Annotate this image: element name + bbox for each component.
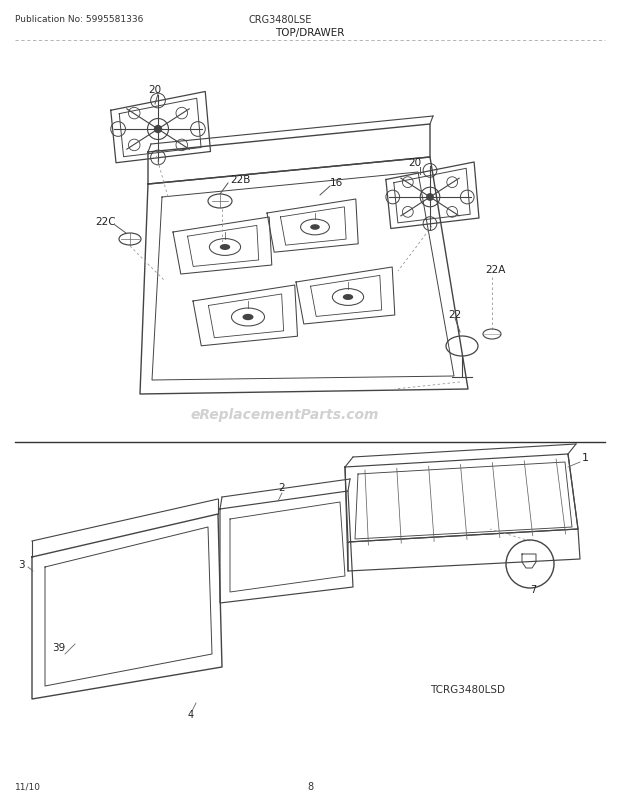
Text: 1: 1 <box>582 452 589 463</box>
Text: 22: 22 <box>448 310 461 320</box>
Text: 8: 8 <box>307 781 313 791</box>
Text: 22C: 22C <box>95 217 115 227</box>
Text: CRG3480LSE: CRG3480LSE <box>249 15 312 25</box>
Text: 22A: 22A <box>485 265 505 274</box>
Text: 11/10: 11/10 <box>15 781 41 791</box>
Ellipse shape <box>343 294 353 301</box>
Text: 39: 39 <box>52 642 65 652</box>
Circle shape <box>154 126 162 134</box>
Text: 22B: 22B <box>230 175 250 184</box>
Text: TCRG3480LSD: TCRG3480LSD <box>430 684 505 695</box>
Text: 3: 3 <box>18 559 25 569</box>
Text: 16: 16 <box>330 178 343 188</box>
Ellipse shape <box>220 245 230 251</box>
Text: Publication No: 5995581336: Publication No: 5995581336 <box>15 15 143 25</box>
Text: 20: 20 <box>408 158 421 168</box>
Text: 4: 4 <box>188 709 194 719</box>
Circle shape <box>426 194 434 201</box>
Ellipse shape <box>242 314 254 321</box>
Text: 7: 7 <box>530 585 536 594</box>
Ellipse shape <box>310 225 320 230</box>
Text: eReplacementParts.com: eReplacementParts.com <box>191 407 379 422</box>
Text: 20: 20 <box>148 85 161 95</box>
Text: TOP/DRAWER: TOP/DRAWER <box>275 28 345 38</box>
Text: 2: 2 <box>278 482 285 492</box>
